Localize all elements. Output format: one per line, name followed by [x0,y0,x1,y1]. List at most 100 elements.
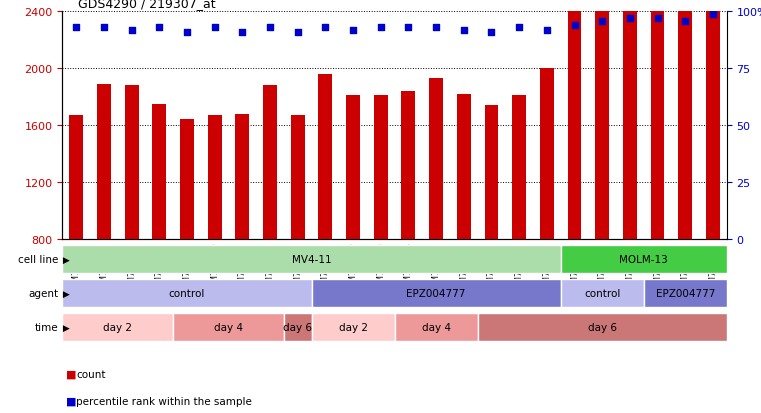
Bar [318,75,333,239]
Point [624,16,636,22]
Text: GSM739156: GSM739156 [460,242,468,293]
Point [181,29,193,36]
Bar [125,86,139,239]
Bar [568,0,581,239]
Point [541,27,553,34]
Bar [284,313,311,341]
Text: GSM739162: GSM739162 [543,242,551,293]
Bar [402,92,416,239]
Text: GSM739168: GSM739168 [708,242,718,293]
Point [236,29,248,36]
Text: day 4: day 4 [214,322,243,332]
Bar [62,313,174,341]
Text: GSM739155: GSM739155 [431,242,441,293]
Point [98,25,110,31]
Text: ■: ■ [66,396,77,406]
Text: GSM739170: GSM739170 [597,242,607,293]
Bar [644,279,727,307]
Bar [69,116,83,239]
Bar [152,104,166,239]
Text: cell line: cell line [18,254,59,264]
Text: GSM739161: GSM739161 [514,242,524,293]
Text: day 6: day 6 [283,322,312,332]
Text: GDS4290 / 219307_at: GDS4290 / 219307_at [78,0,215,10]
Text: EPZ004777: EPZ004777 [655,288,715,298]
Text: day 6: day 6 [587,322,616,332]
Bar [651,0,664,239]
Text: ▶: ▶ [60,323,70,332]
Text: GSM739153: GSM739153 [127,242,136,293]
Bar [311,279,561,307]
Bar [208,116,221,239]
Point [707,11,719,18]
Text: MOLM-13: MOLM-13 [619,254,668,264]
Text: GSM739148: GSM739148 [321,242,330,293]
Text: GSM739165: GSM739165 [293,242,302,293]
Text: GSM739154: GSM739154 [404,242,413,293]
Text: day 2: day 2 [339,322,368,332]
Point [430,25,442,31]
Bar [97,85,111,239]
Point [320,25,332,31]
Text: count: count [76,369,106,379]
Point [651,16,664,22]
Text: ▶: ▶ [60,289,70,298]
Text: agent: agent [28,288,59,298]
Point [513,25,525,31]
Text: MV4-11: MV4-11 [291,254,331,264]
Bar [457,95,471,239]
Bar [311,313,394,341]
Point [568,23,581,29]
Point [264,25,276,31]
Bar [429,79,443,239]
Bar [346,96,360,239]
Bar [561,245,727,273]
Text: GSM739150: GSM739150 [376,242,385,293]
Bar [678,0,693,239]
Text: GSM739167: GSM739167 [681,242,689,293]
Text: GSM739151: GSM739151 [72,242,81,293]
Bar [291,116,304,239]
Text: percentile rank within the sample: percentile rank within the sample [76,396,252,406]
Bar [174,313,284,341]
Text: GSM739171: GSM739171 [626,242,635,293]
Text: GSM739166: GSM739166 [653,242,662,293]
Point [70,25,82,31]
Point [486,29,498,36]
Point [291,29,304,36]
Text: day 4: day 4 [422,322,451,332]
Point [403,25,415,31]
Bar [374,96,387,239]
Point [457,27,470,34]
Point [153,25,165,31]
Bar [623,0,637,239]
Bar [595,0,609,239]
Text: GSM739157: GSM739157 [154,242,164,293]
Text: control: control [584,288,620,298]
Text: ■: ■ [66,369,77,379]
Bar [561,279,644,307]
Point [209,25,221,31]
Text: GSM739159: GSM739159 [210,242,219,293]
Text: GSM739152: GSM739152 [100,242,108,293]
Text: EPZ004777: EPZ004777 [406,288,466,298]
Bar [485,106,498,239]
Text: GSM739164: GSM739164 [266,242,275,293]
Bar [512,96,526,239]
Text: GSM739163: GSM739163 [238,242,247,293]
Text: ▶: ▶ [60,255,70,264]
Bar [235,114,250,239]
Bar [540,69,554,239]
Text: GSM739160: GSM739160 [487,242,496,293]
Bar [263,86,277,239]
Text: time: time [35,322,59,332]
Point [126,27,138,34]
Bar [478,313,727,341]
Text: GSM739149: GSM739149 [349,242,358,293]
Bar [62,279,311,307]
Text: GSM739169: GSM739169 [570,242,579,293]
Point [679,18,691,25]
Point [596,18,608,25]
Text: control: control [169,288,205,298]
Bar [62,245,561,273]
